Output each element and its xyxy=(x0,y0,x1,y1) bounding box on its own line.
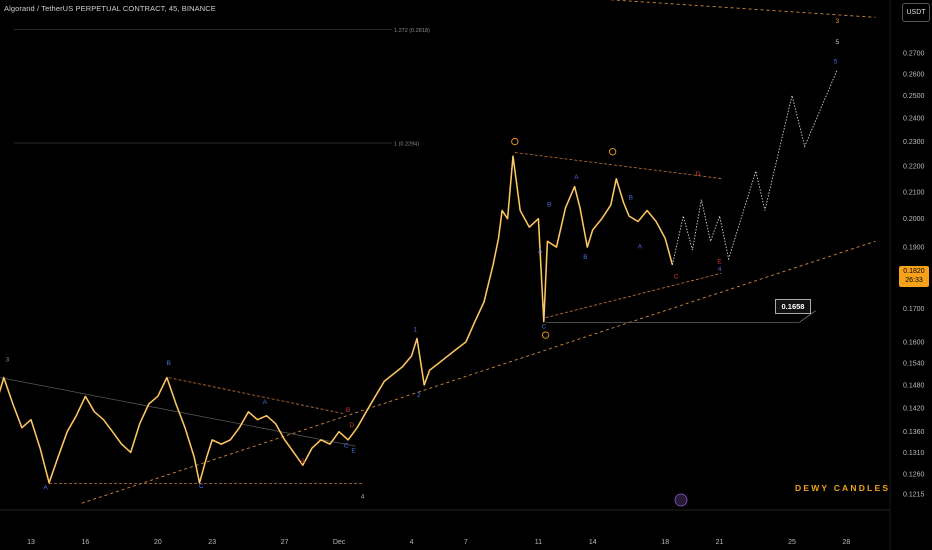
x-tick-label: 16 xyxy=(81,539,89,546)
currency-button[interactable]: USDT xyxy=(902,3,930,22)
x-tick-label: 27 xyxy=(281,539,289,546)
wave-label-12: 2 xyxy=(417,392,421,399)
x-tick-label: 18 xyxy=(661,539,669,546)
x-tick-label: 25 xyxy=(788,539,796,546)
y-tick-label: 0.1900 xyxy=(903,245,925,252)
y-axis: 0.2700 0.2600 0.2500 0.2400 0.2300 0.2200 0.21… xyxy=(903,51,925,499)
lightning-icon xyxy=(674,493,688,507)
y-tick-label: 0.2700 xyxy=(903,51,925,58)
price-series xyxy=(0,155,674,484)
wave-label-24: 3 xyxy=(836,18,840,25)
x-tick-label: 7 xyxy=(464,539,468,546)
wave-label-14: A xyxy=(538,248,543,255)
fib-label-1: 1 (0.2294) xyxy=(394,141,419,147)
wave-label-22: E xyxy=(717,258,722,265)
x-tick-label: 14 xyxy=(589,539,597,546)
x-tick-label: 13 xyxy=(27,539,35,546)
chart-title: Algorand / TetherUS PERPETUAL CONTRACT, … xyxy=(4,4,216,13)
wave-label-10: 4 xyxy=(361,494,365,501)
x-tick-label: 20 xyxy=(154,539,162,546)
wave-label-7: D xyxy=(349,422,354,429)
y-tick-label: 0.2400 xyxy=(903,116,925,123)
x-tick-label: Dec xyxy=(333,539,346,546)
y-tick-label: 0.1310 xyxy=(903,450,925,457)
y-tick-label: 0.2100 xyxy=(903,189,925,196)
y-tick-label: 0.1215 xyxy=(903,492,925,499)
y-tick-label: 0.2000 xyxy=(903,216,925,223)
triangle-upper-line xyxy=(168,377,345,415)
fib-levels: 1.272 (0.2818) 1 (0.2294) xyxy=(14,28,430,147)
y-tick-label: 0.1260 xyxy=(903,471,925,478)
wave-label-0: 3 xyxy=(6,356,10,363)
price-line xyxy=(0,155,674,484)
y-tick-label: 0.1600 xyxy=(903,339,925,346)
price-callout[interactable]: 0.1658 xyxy=(775,299,811,314)
callout-pointer xyxy=(799,310,816,323)
wave-label-15: C xyxy=(541,323,546,330)
y-tick-label: 0.1700 xyxy=(903,306,925,313)
wave4-trend-line xyxy=(0,377,356,447)
wave-label-17: B xyxy=(583,254,587,261)
x-tick-label: 4 xyxy=(410,539,414,546)
wave-label-13: B xyxy=(547,201,551,208)
lower-channel-line xyxy=(81,240,876,504)
x-tick-label: 23 xyxy=(208,539,216,546)
pivot-circle-0 xyxy=(511,137,519,146)
y-tick-label: 0.1540 xyxy=(903,361,925,368)
x-tick-label: 28 xyxy=(843,539,851,546)
wave-label-1: A xyxy=(43,484,48,491)
wave-label-25: 5 xyxy=(836,39,840,46)
projection-line xyxy=(671,69,838,265)
y-tick-label: 0.1420 xyxy=(903,405,925,412)
wave-label-3: C xyxy=(199,483,204,490)
fib-label-0: 1.272 (0.2818) xyxy=(394,28,430,34)
y-tick-label: 0.2600 xyxy=(903,71,925,78)
wave-label-11: 1 xyxy=(413,327,417,334)
pivot-circle-1 xyxy=(541,331,550,339)
wave-label-23: 4 xyxy=(718,266,722,273)
wave-label-9: E xyxy=(351,447,356,454)
projection-path xyxy=(671,69,838,265)
x-axis: 13 16 20 23 27 Dec 4 7 11 14 18 21 25 28 xyxy=(27,539,850,546)
wave-label-8: C xyxy=(344,442,349,449)
y-tick-label: 0.1480 xyxy=(903,383,925,390)
watermark: DEWY CANDLES xyxy=(795,483,891,493)
y-tick-label: 0.2300 xyxy=(903,139,925,146)
y-tick-label: 0.1360 xyxy=(903,429,925,436)
bar-countdown: 26:33 xyxy=(905,277,923,284)
wave-label-21: C xyxy=(674,273,679,280)
wave-label-20: D xyxy=(695,171,700,178)
last-price-value: 0.1820 xyxy=(903,268,925,275)
x-tick-label: 11 xyxy=(535,539,542,546)
wave-label-18: B xyxy=(629,195,633,202)
y-tick-label: 0.2500 xyxy=(903,93,925,100)
wave-label-4: A xyxy=(263,399,268,406)
wave-label-16: A xyxy=(574,174,579,181)
y-tick-label: 0.2200 xyxy=(903,164,925,171)
wave-label-26: 5 xyxy=(834,58,838,65)
price-line-highlight xyxy=(0,155,673,484)
grid xyxy=(0,0,891,550)
channel-lines xyxy=(0,0,876,504)
wave-label-6: B xyxy=(346,407,350,414)
wave-label-5: A xyxy=(301,458,306,465)
x-tick-label: 21 xyxy=(716,539,724,546)
pivot-circle-2 xyxy=(609,148,617,156)
wave-label-2: B xyxy=(167,360,171,367)
triangle-top-line xyxy=(514,152,724,180)
triangle-bottom-line xyxy=(545,272,722,319)
wave-label-19: A xyxy=(638,244,643,251)
last-price-tag: 0.1820 26:33 xyxy=(899,266,929,287)
